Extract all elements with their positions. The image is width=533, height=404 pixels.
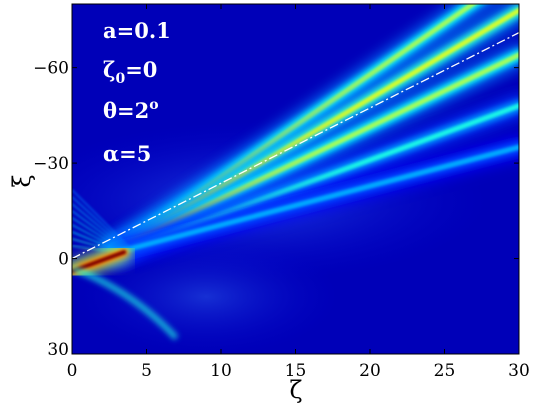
y-axis: −60 −30 0 30 [33,59,519,360]
annotation-part: θ=2 [103,98,149,123]
plot-area [72,4,519,354]
annotation-part: a=0.1 [103,18,171,43]
annotation-theta: θ=2o [103,97,159,123]
reference-line [72,32,519,260]
annotation-part: o [149,97,158,113]
y-tick-label: −30 [33,154,69,174]
beam-layer [114,144,519,255]
x-tick-label: 20 [359,361,381,381]
x-tick-label: 25 [434,361,456,381]
fringe [72,210,129,253]
x-tick-label: 30 [508,361,530,381]
y-axis-label: ξ [8,174,36,187]
y-tick-label: −60 [33,59,69,79]
annotation-a: a=0.1 [103,18,171,43]
annotation-part: α=5 [103,141,151,166]
y-tick-label: 30 [47,340,69,360]
source-layer [72,250,127,274]
source-arc [72,265,179,341]
fringe [72,203,131,253]
annotation-alpha: α=5 [103,141,151,166]
x-axis-label: ζ [289,376,302,404]
annotation-part: 0 [115,71,125,87]
annotation-part: ζ [103,57,115,82]
intensity-field [72,4,519,354]
x-tick-label: 10 [210,361,232,381]
x-tick-label: 5 [141,361,152,381]
annotation-zeta0: ζ0=0 [103,57,157,87]
annotation-part: =0 [125,57,157,82]
x-tick-label: 15 [285,361,307,381]
fringe [72,189,136,253]
fringe [72,196,133,253]
y-tick-label: 0 [58,250,69,270]
x-tick-label: 0 [67,361,78,381]
beam-5 [105,136,519,264]
glow-region [72,236,341,354]
source-peak [72,244,179,341]
annotations: a=0.1 ζ0=0 θ=2o α=5 [103,18,171,166]
x-axis: 0 5 10 15 20 25 30 [67,4,530,381]
